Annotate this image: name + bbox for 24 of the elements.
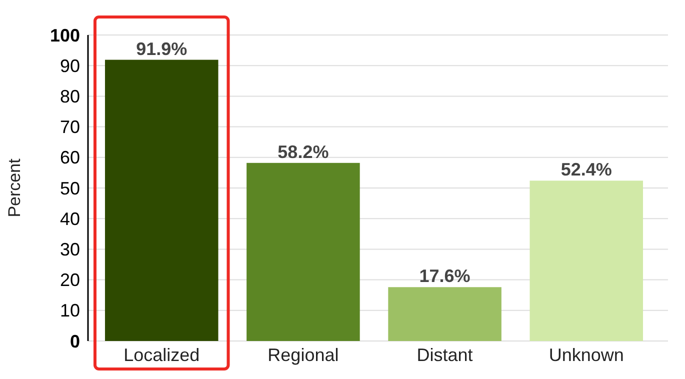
x-tick-label: Distant bbox=[416, 345, 473, 365]
y-tick-label: 60 bbox=[60, 148, 80, 168]
y-tick-label: 20 bbox=[60, 270, 80, 290]
bar bbox=[388, 287, 502, 341]
y-tick-label: 0 bbox=[70, 331, 80, 352]
data-label: 58.2% bbox=[278, 142, 329, 162]
y-tick-label: 70 bbox=[60, 117, 80, 138]
x-tick-label: Unknown bbox=[548, 345, 624, 365]
y-tick-label: 80 bbox=[60, 86, 80, 106]
y-axis-title: Percent bbox=[5, 158, 24, 218]
y-tick-label: 10 bbox=[60, 300, 80, 321]
y-tick-label: 100 bbox=[50, 25, 80, 46]
x-tick-label: Regional bbox=[268, 345, 339, 365]
y-tick-label: 90 bbox=[60, 56, 80, 76]
bar bbox=[246, 162, 360, 341]
bar bbox=[530, 180, 644, 341]
y-tick-label: 40 bbox=[60, 208, 80, 229]
y-tick-label: 30 bbox=[60, 240, 80, 260]
bar bbox=[104, 60, 218, 341]
y-tick-label: 50 bbox=[60, 178, 80, 198]
x-tick-label: Localized bbox=[124, 345, 200, 365]
data-label: 17.6% bbox=[419, 266, 470, 286]
data-label: 91.9% bbox=[136, 38, 188, 59]
data-label: 52.4% bbox=[560, 160, 612, 180]
